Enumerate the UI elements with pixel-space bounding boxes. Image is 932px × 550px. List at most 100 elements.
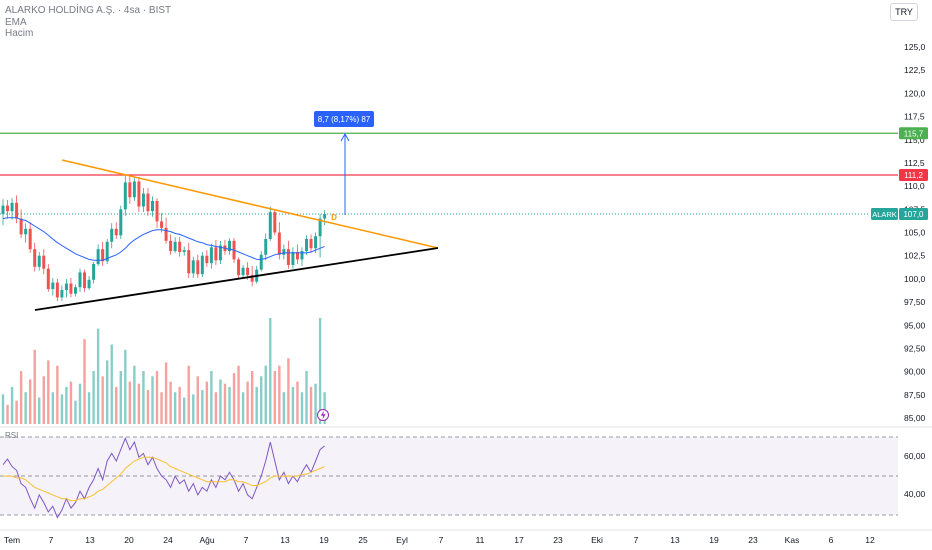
price-tag-box [899, 127, 928, 140]
candle-body [246, 267, 250, 276]
time-tick-label: 7 [244, 535, 249, 545]
volume-bar [205, 381, 209, 424]
price-tag-box [899, 168, 928, 181]
candle-body [218, 245, 222, 261]
volume-bar [196, 376, 199, 424]
time-tick-label: 13 [670, 535, 680, 545]
candle-body [78, 272, 82, 288]
symbol-title[interactable]: ALARKO HOLDİNG A.Ş. · 4sa · BIST [5, 5, 172, 16]
candle-body [114, 228, 118, 236]
volume-bar [287, 358, 290, 424]
candle-body [164, 227, 168, 241]
volume-bar [314, 383, 317, 424]
volume-bar [38, 397, 41, 424]
candle-body [187, 250, 191, 274]
volume-bar [323, 392, 326, 424]
candle-body [228, 240, 231, 252]
time-tick-label: Eki [591, 535, 603, 545]
volume-bar [228, 386, 231, 424]
measure-arrow-head [340, 132, 350, 142]
volume-bar [83, 339, 86, 424]
candle-body [87, 279, 91, 289]
volume-bars [1, 318, 326, 424]
volume-bar [42, 376, 45, 424]
volume-legend[interactable]: Hacim [5, 28, 34, 39]
ema-legend[interactable]: EMA [5, 17, 27, 28]
candle-body [295, 251, 299, 260]
price-tag-box [899, 207, 928, 220]
price-tick-label: 122,5 [904, 65, 926, 75]
volume-bar [137, 383, 141, 424]
price-tick-label: 85,00 [904, 413, 926, 423]
price-tick-label: 90,00 [904, 367, 926, 377]
volume-bar [133, 365, 136, 424]
volume-bar [155, 371, 159, 424]
candle-body [309, 238, 313, 249]
candle-body [305, 238, 309, 252]
candle-body [10, 202, 14, 212]
candle-body [64, 283, 68, 291]
volume-bar [33, 349, 36, 424]
volume-bar [28, 379, 32, 424]
price-tag-label: 107,0 [903, 210, 924, 219]
dividend-marker[interactable]: D [331, 213, 337, 222]
price-tag-label: 115,7 [904, 129, 924, 138]
volume-bar [142, 371, 145, 424]
lower-trendline[interactable] [34, 247, 439, 311]
volume-bar [169, 381, 172, 424]
candle-body [46, 268, 50, 290]
rsi-pane: RSI 60,00 40,00 [0, 426, 932, 519]
candle-body [96, 249, 100, 265]
candle-body [55, 282, 59, 298]
candle-body [28, 228, 32, 250]
price-tick-label: 87,50 [904, 390, 926, 400]
alert-icon[interactable] [317, 409, 329, 421]
volume-bar [124, 349, 127, 424]
currency-button[interactable]: TRY [890, 3, 918, 21]
candle-body [318, 218, 322, 237]
volume-bar [255, 386, 258, 424]
volume-bar [269, 318, 272, 424]
candle-body [191, 260, 195, 274]
volume-bar [69, 381, 73, 424]
volume-bar [305, 371, 308, 424]
candle-body [268, 212, 272, 239]
time-tick-label: Kas [785, 535, 800, 545]
candle-body [123, 182, 127, 210]
candle-body [264, 238, 268, 255]
horizontal-levels[interactable] [0, 132, 898, 176]
volume-bar [56, 365, 59, 424]
volume-bar [291, 386, 295, 424]
candle-body [273, 212, 277, 233]
time-tick-label: 7 [49, 535, 54, 545]
volume-bar [60, 394, 64, 424]
rsi-ma-line [3, 456, 325, 502]
volume-bar [87, 392, 91, 424]
rsi-tick-60: 60,00 [904, 451, 926, 461]
rsi-tick-40: 40,00 [904, 489, 926, 499]
volume-bar [223, 383, 227, 424]
volume-bar [146, 390, 150, 424]
time-tick-label: 6 [829, 535, 834, 545]
candle-body [6, 205, 10, 212]
candle-body [200, 255, 204, 275]
candle-body [209, 247, 213, 264]
volume-bar [119, 371, 122, 424]
time-axis: Tem 7 13 20 24 Ağu 7 13 19 25 Eyl 7 11 17 23 Eki 7 13 19 23… [4, 535, 875, 545]
volume-bar [51, 392, 55, 424]
upper-trendline[interactable] [61, 159, 439, 249]
candle-body [150, 200, 154, 212]
time-tick-label: Tem [4, 535, 20, 545]
price-tick-label: 110,0 [904, 181, 925, 191]
candle-body [119, 209, 123, 236]
volume-bar [173, 392, 177, 424]
price-tags: 115,7 111,2 107,0 ALARK [871, 127, 928, 220]
volume-bar [96, 328, 100, 424]
measure-label: 8,7 (8,17%) 87 [318, 115, 371, 124]
symbol-tag-box [871, 207, 898, 220]
price-tick-label: 112,5 [904, 158, 925, 168]
measure-tool[interactable]: 8,7 (8,17%) 87 [314, 111, 374, 215]
time-tick-label: 23 [748, 535, 758, 545]
volume-bar [214, 392, 218, 424]
